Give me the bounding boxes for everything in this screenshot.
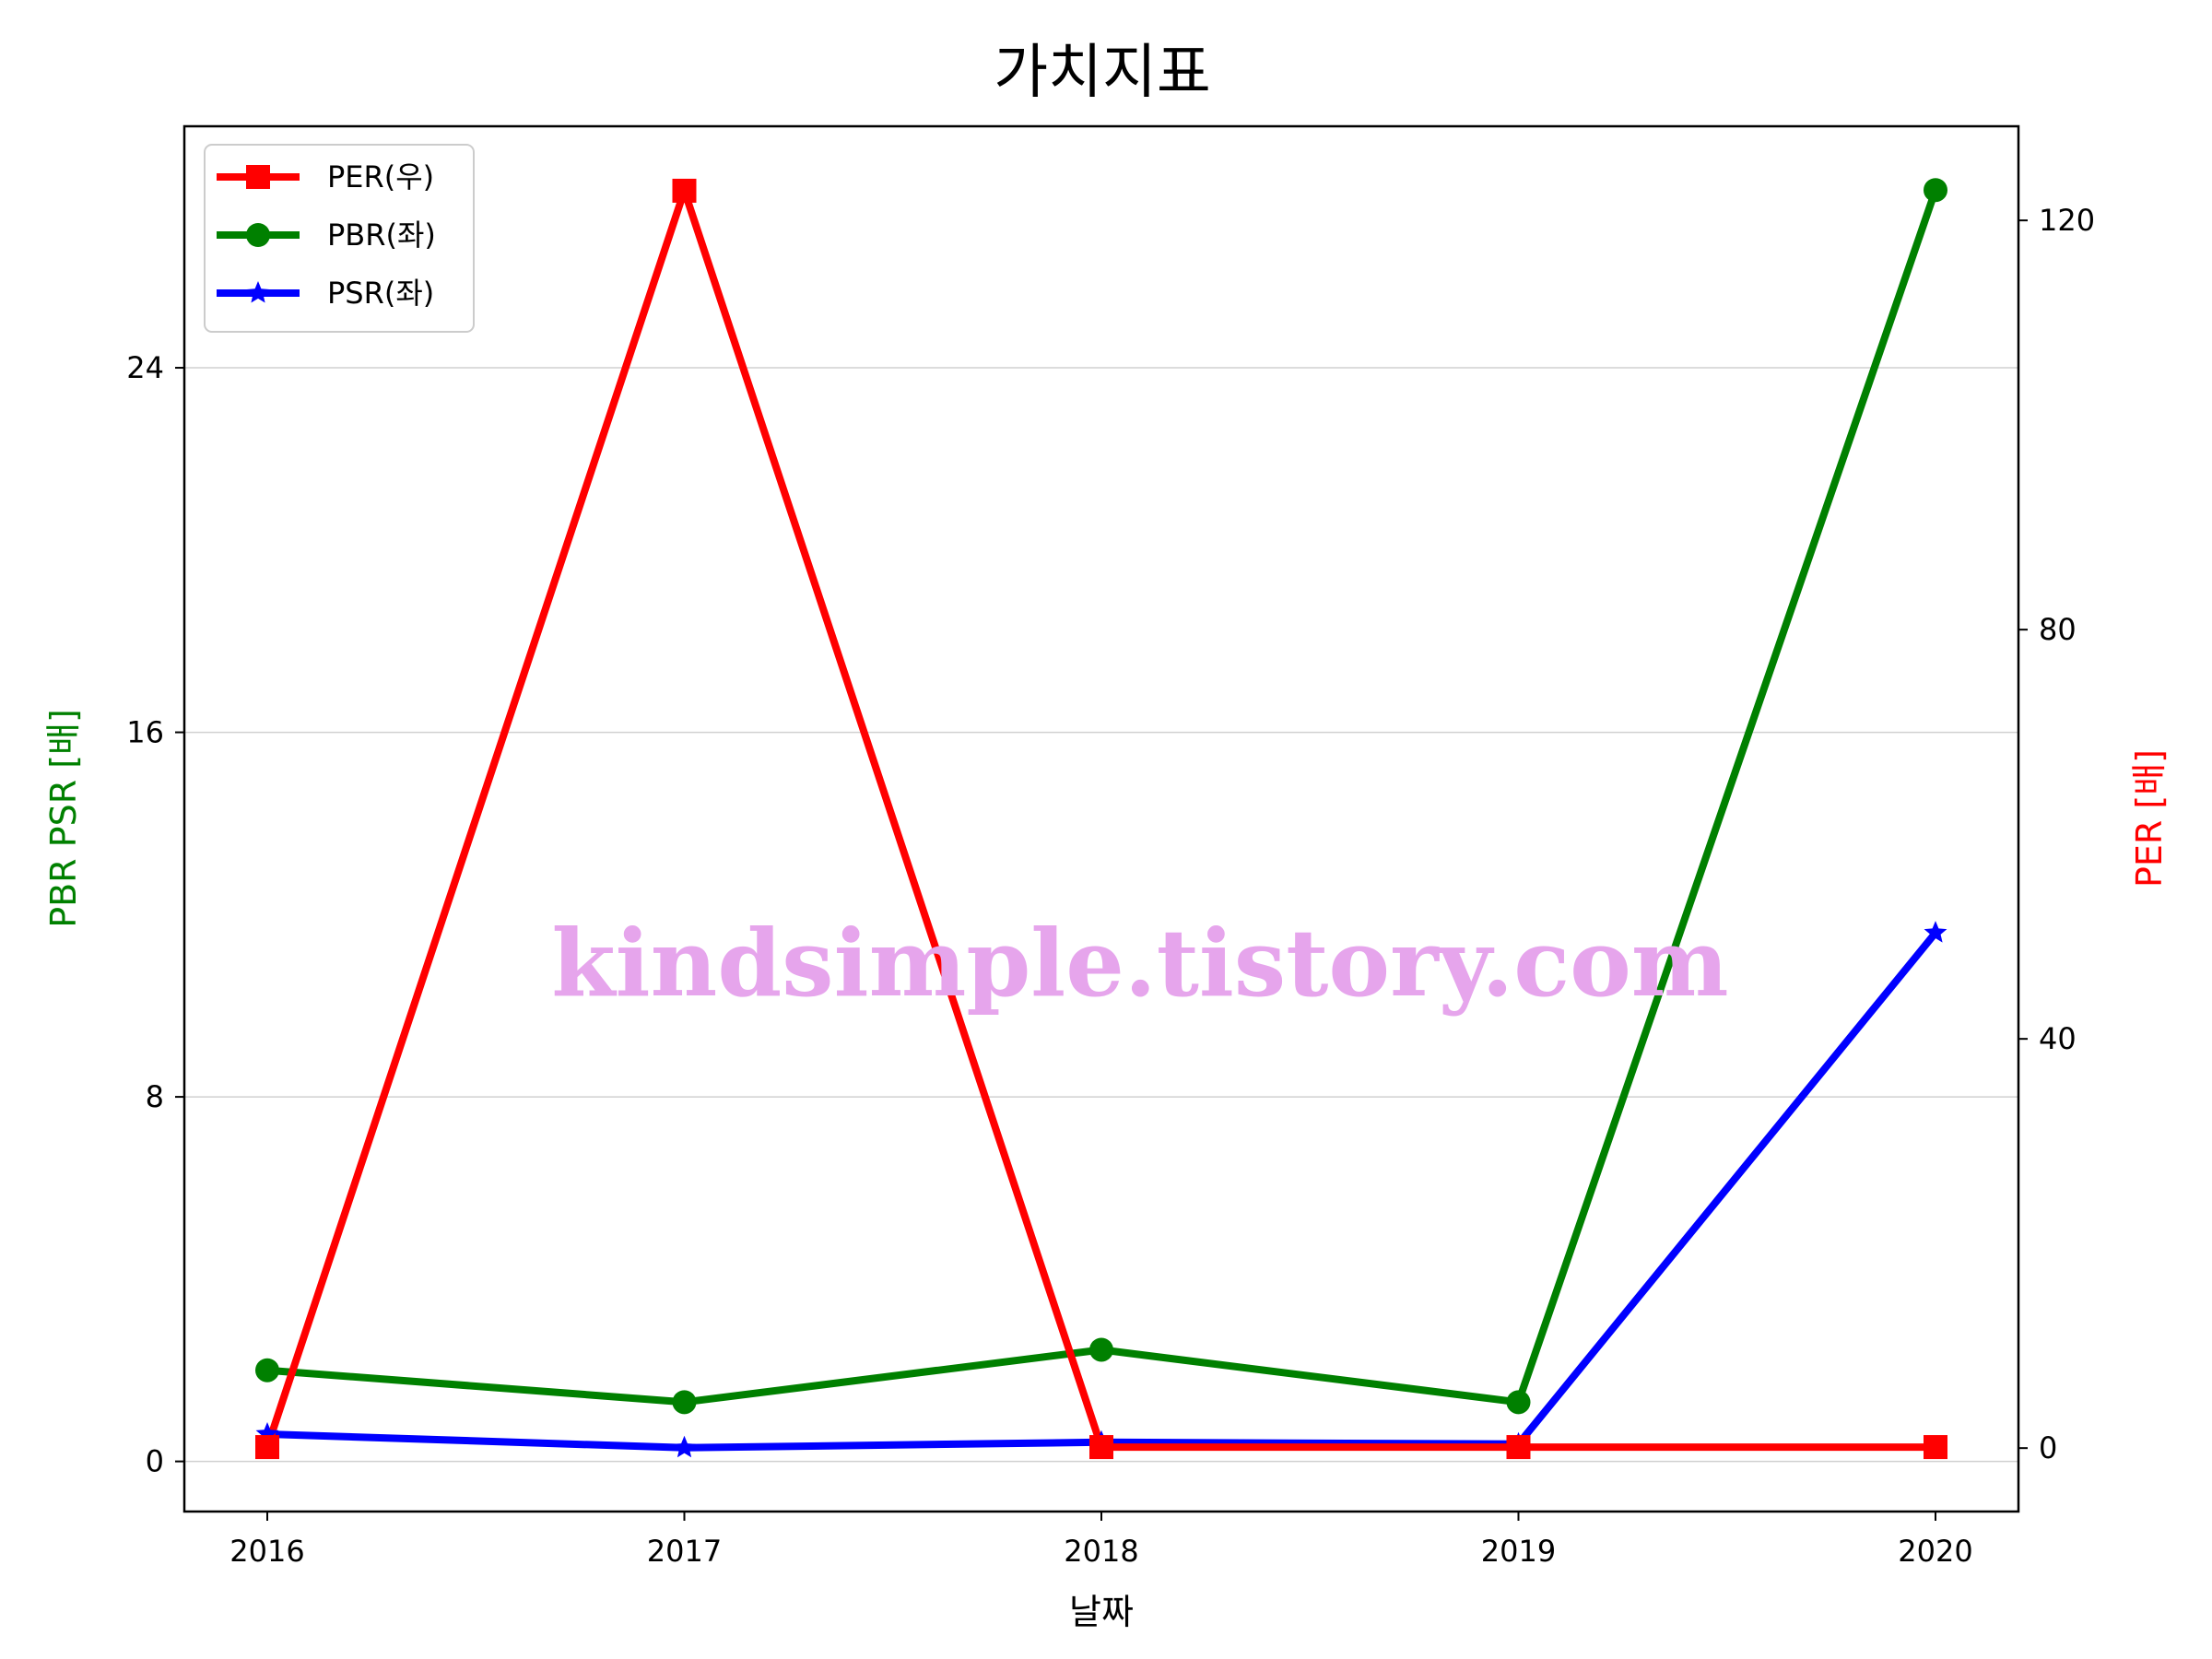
- x-tick-label: 2020: [1898, 1534, 1972, 1569]
- series-line-pbr: [266, 188, 1939, 1406]
- right-tick-label: 40: [2039, 1021, 2077, 1056]
- series-lines: [264, 186, 1939, 1452]
- data-point-psr: [673, 1435, 696, 1458]
- x-tick-label: 2016: [229, 1534, 304, 1569]
- x-axis-ticks: 2016 2017 2018 2019 2020: [229, 1512, 1973, 1569]
- data-point-pbr: [672, 1390, 697, 1415]
- grid-lines: [184, 367, 2018, 1463]
- legend-label-psr: PSR(좌): [327, 276, 434, 311]
- series-line-per: [264, 186, 1936, 1452]
- data-point-pbr: [1089, 1337, 1113, 1362]
- data-point-pbr: [255, 1358, 279, 1382]
- legend-marker-pbr: [246, 223, 270, 247]
- data-point-per: [1924, 1435, 1947, 1460]
- data-point-pbr: [1924, 178, 1947, 203]
- right-axis-ticks: 0 40 80 120: [2018, 203, 2095, 1465]
- data-point-psr: [1924, 921, 1947, 943]
- right-tick-label: 80: [2039, 612, 2077, 647]
- x-tick-label: 2018: [1064, 1534, 1138, 1569]
- watermark: kindsimple.tistory.com: [551, 909, 1728, 1018]
- right-tick-label: 120: [2039, 203, 2095, 238]
- data-point-per: [1506, 1435, 1531, 1460]
- left-axis-label: PBR PSR [배]: [43, 709, 84, 928]
- x-tick-label: 2017: [647, 1534, 722, 1569]
- left-tick-label: 0: [146, 1444, 164, 1479]
- legend-box: [204, 144, 475, 333]
- legend-label-per: PER(우): [327, 159, 434, 194]
- right-tick-label: 0: [2039, 1430, 2057, 1465]
- legend-marker-psr: [246, 281, 270, 303]
- legend: PER(우) PBR(좌) PSR(좌): [204, 144, 475, 333]
- left-tick-label: 16: [126, 715, 164, 750]
- left-tick-label: 24: [126, 350, 164, 385]
- data-point-per: [255, 1435, 279, 1460]
- legend-marker-per: [246, 165, 270, 189]
- legend-label-pbr: PBR(좌): [327, 218, 436, 253]
- chart-title: 가치지표: [994, 39, 1211, 107]
- left-axis-ticks: 0 8 16 24: [126, 350, 184, 1479]
- left-tick-label: 8: [146, 1079, 164, 1114]
- series-markers: [255, 178, 1947, 1460]
- data-point-per: [1089, 1435, 1113, 1460]
- x-tick-label: 2019: [1481, 1534, 1556, 1569]
- right-axis-label: PER [배]: [2129, 749, 2170, 888]
- data-point-per: [672, 178, 697, 203]
- plot-frame: [182, 124, 2020, 1513]
- x-axis-label: 날짜: [1069, 1592, 1134, 1632]
- data-point-pbr: [1506, 1390, 1531, 1415]
